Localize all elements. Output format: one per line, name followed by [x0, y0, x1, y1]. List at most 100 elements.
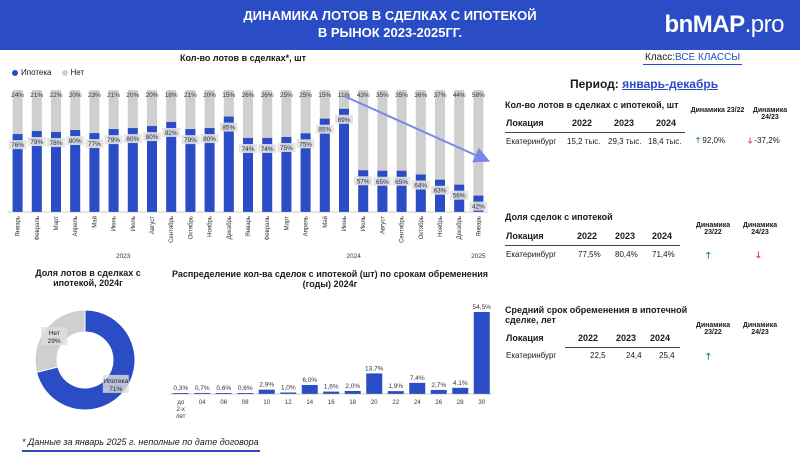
bar-label-bg	[296, 139, 315, 149]
table2-cell-2024: 71,4%	[652, 250, 675, 259]
bar-label-mortgage: 79%	[184, 137, 197, 144]
bar-label-none: 21%	[30, 92, 43, 99]
bar-label-none: 43%	[357, 92, 370, 99]
bar-none	[454, 90, 465, 212]
class-filter[interactable]: Класс:ВСЕ КЛАССЫ	[643, 52, 743, 65]
dist-bar-label: 54,5%	[473, 304, 492, 311]
dist-tick-label: 22	[392, 400, 399, 406]
table3-col-location: Локация	[506, 333, 544, 343]
bar-label-none: 36%	[414, 92, 427, 99]
dist-bar	[194, 392, 211, 394]
bar-label-mortgage: 74%	[241, 146, 254, 153]
dist-bar	[172, 393, 189, 394]
bar-label-bg	[277, 142, 296, 152]
dist-tick-label: до	[177, 400, 185, 406]
bar-mortgage	[300, 133, 311, 212]
logo: bnMAP.pro	[664, 11, 784, 39]
bar-label-bg	[411, 180, 430, 190]
dist-bar	[258, 389, 275, 394]
bar-label-bg	[392, 176, 411, 186]
bar-label-mortgage: 80%	[203, 136, 216, 143]
period-filter[interactable]: Период: январь-декабрь	[570, 77, 718, 91]
bar-mortgage	[435, 179, 445, 212]
bar-label-none: 21%	[107, 92, 120, 99]
year-label: 2025	[471, 253, 486, 260]
table1-cell-location: Екатеринбург	[506, 137, 557, 146]
bar-label-mortgage: 63%	[433, 188, 446, 195]
tick-label-month: Май	[322, 216, 329, 228]
bar-label-mortgage: 56%	[453, 193, 466, 200]
bar-mortgage	[262, 137, 273, 212]
table1-col-2023: 2023	[614, 118, 635, 128]
table1-dyn2-value: -37,2%	[754, 136, 780, 145]
bar-label-mortgage: 65%	[376, 179, 389, 186]
dist-bar	[473, 312, 490, 394]
bar-mortgage	[31, 131, 42, 212]
dist-tick-label: 08	[242, 400, 249, 406]
bar-label-mortgage: 75%	[280, 145, 293, 152]
bar-label-mortgage: 76%	[11, 142, 24, 149]
dist-bar	[387, 391, 404, 394]
bar-label-none: 18%	[165, 92, 178, 99]
pie-label-name: Ипотека	[103, 378, 128, 385]
bar-label-none: 21%	[184, 92, 197, 99]
chart3-title-line-1: Распределение кол-ва сделок с ипотекой (…	[171, 269, 489, 279]
dist-bar-label: 13,7%	[365, 365, 384, 372]
logo-suffix: .pro	[744, 11, 785, 38]
bar-none	[415, 90, 426, 212]
dist-bar-label: 0,6%	[216, 385, 231, 392]
table2-title: Доля сделок с ипотекой	[505, 212, 613, 222]
bar-label-none: 15%	[222, 92, 235, 99]
chart1-title: Кол-во лотов в сделках*, шт	[180, 53, 306, 63]
table3-cell-location: Екатеринбург	[506, 351, 557, 360]
pie-label-bg	[102, 374, 129, 393]
tick-label-month: Июль	[131, 216, 137, 231]
bar-label-mortgage: 77%	[88, 141, 101, 148]
bar-label-mortgage: 80%	[145, 134, 158, 141]
year-label: 2023	[116, 253, 131, 260]
bar-label-none: 20%	[203, 92, 216, 99]
tick-label-month: Сентябрь	[169, 216, 175, 243]
bar-mortgage	[319, 118, 330, 212]
legend-item-none: Нет	[61, 68, 84, 77]
dist-tick-label: 2-х	[177, 407, 185, 413]
bar-label-bg	[8, 140, 27, 150]
table3-header-rule	[565, 347, 680, 348]
table2-header-rule	[505, 245, 680, 246]
legend-dot-none	[61, 69, 68, 76]
bar-label-bg	[143, 132, 161, 142]
table2-col-location: Локация	[506, 231, 544, 241]
bar-none	[377, 90, 388, 212]
bar-label-none: 37%	[433, 92, 446, 99]
bar-mortgage	[204, 128, 215, 212]
table1-dyn1-value: 92,0%	[702, 136, 726, 145]
table3-title-line-2: сделке, лет	[505, 315, 556, 325]
table3-cell-2022: 22,5	[590, 351, 606, 360]
bar-label-bg	[162, 127, 181, 137]
chart1-legend: Ипотека Нет	[12, 68, 84, 77]
bar-mortgage	[339, 108, 349, 212]
bar-mortgage	[243, 137, 253, 212]
tick-label-month: Февраль	[35, 216, 41, 240]
bar-label-bg	[335, 114, 353, 124]
bar-mortgage	[185, 129, 196, 212]
bar-label-bg	[66, 136, 85, 146]
table1-col-location: Локация	[506, 118, 544, 128]
dist-bar	[323, 391, 340, 394]
table1-col-2022: 2022	[572, 118, 593, 128]
bar-label-none: 24%	[11, 92, 24, 99]
tick-label-month: Июнь	[342, 216, 348, 231]
table3-dyn1: 🡑	[706, 349, 711, 365]
bar-label-none: 23%	[88, 92, 101, 99]
dist-bar-label: 2,0%	[345, 383, 360, 390]
bar-mortgage	[377, 170, 388, 212]
dist-bar-label: 0,6%	[238, 385, 253, 392]
bar-label-bg	[47, 138, 65, 148]
tick-label-month: Ноябрь	[438, 216, 444, 237]
table1-cell-2022: 15,2 тыс.	[567, 137, 601, 146]
dist-bar-label: 0,3%	[173, 385, 188, 392]
bar-label-none: 20%	[126, 92, 139, 99]
chart1-stacked-bars: 24% 76% Январь 21% 79% Февраль 22% 78% Март 20% 80…	[8, 90, 491, 260]
bar-label-none: 26%	[241, 92, 254, 99]
dist-bar-label: 2,9%	[259, 382, 274, 389]
